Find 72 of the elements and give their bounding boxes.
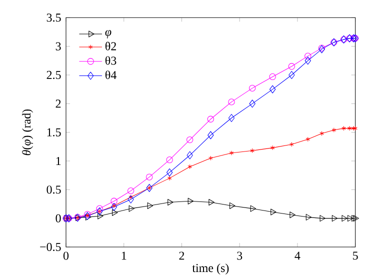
point [228,98,235,106]
x-axis-title: time (s) [192,264,229,275]
point [342,126,346,131]
y-tick-label: 3 [56,42,61,50]
point [250,148,254,154]
point [146,174,153,180]
point [188,198,194,204]
legend-label: θ4 [105,70,116,80]
point [288,71,295,80]
point [228,114,235,122]
point [110,202,118,211]
point [249,100,256,108]
point [112,203,116,208]
y-tick-label: −0.5 [40,242,61,252]
point [128,195,134,204]
y-tick-label: 0 [56,214,61,222]
legend-label: θ2 [105,42,116,50]
point [332,215,338,222]
point [166,168,173,176]
point [208,156,213,161]
point [270,145,275,150]
point [306,136,310,142]
point [290,142,294,147]
x-tick-label: 2 [179,252,184,260]
x-tick-label: 3 [237,252,242,260]
point [229,150,234,156]
point [208,131,214,140]
point [342,215,348,222]
point [306,214,312,220]
point [208,199,214,206]
x-tick-label: 0 [63,252,69,260]
y-tick-label: 0.5 [46,186,61,194]
x-tick-label: 4 [294,252,300,260]
x-tick-label: 1 [122,252,126,260]
point [168,199,174,206]
point [207,116,214,123]
point [347,126,352,131]
point [147,202,154,210]
point [112,209,118,216]
point [248,84,256,92]
legend-label: φ [105,30,112,38]
point [128,194,133,200]
point [110,198,118,204]
point [186,151,193,160]
point [320,215,326,222]
point [304,52,312,60]
x-tick-label: 5 [353,252,358,260]
point [229,202,236,210]
y-tick-label: 2.5 [46,70,61,80]
point [96,205,103,212]
point [270,85,276,94]
legend-label: θ3 [105,56,116,65]
point [98,212,104,220]
y-tick-label: 1 [56,157,61,165]
point [250,205,256,212]
y-tick-label: 1.5 [47,128,61,136]
point [186,136,194,144]
point [288,63,296,70]
point [188,164,192,170]
point [128,205,135,212]
y-tick-label: 2 [56,100,61,108]
y-tick-label: 3.5 [46,14,61,22]
point [290,212,296,218]
point [127,187,134,194]
point [270,208,276,216]
point [269,73,276,80]
point [304,56,311,65]
y-axis-title: θ(φ) (rad) [22,109,34,156]
point [167,176,172,181]
point [320,131,324,136]
point [166,156,173,164]
point [332,128,336,132]
